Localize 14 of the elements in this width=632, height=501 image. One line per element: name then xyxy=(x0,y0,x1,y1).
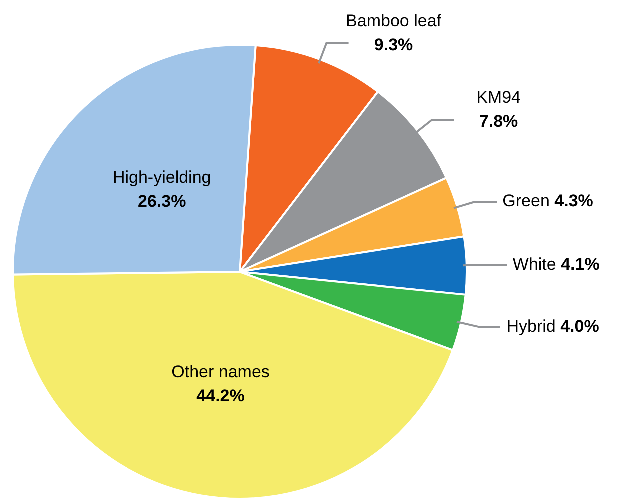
slice-label: High-yielding xyxy=(112,168,212,188)
data-label: 44.2% xyxy=(196,386,245,406)
data-label: 7.8% xyxy=(479,112,518,132)
data-label: 4.3% xyxy=(554,191,594,210)
data-label: 9.3% xyxy=(374,36,414,55)
data-label: 26.3% xyxy=(138,192,186,212)
slice-label: Other names xyxy=(172,362,270,382)
slice-label: White xyxy=(512,254,556,274)
data-label: 4.0% xyxy=(560,316,600,336)
slice-label: Green xyxy=(502,191,550,210)
slice-label: KM94 xyxy=(476,88,522,108)
slice-label: Bamboo leaf xyxy=(346,12,442,31)
slice-label: Hybrid xyxy=(506,316,556,336)
data-label: 4.1% xyxy=(561,254,600,274)
